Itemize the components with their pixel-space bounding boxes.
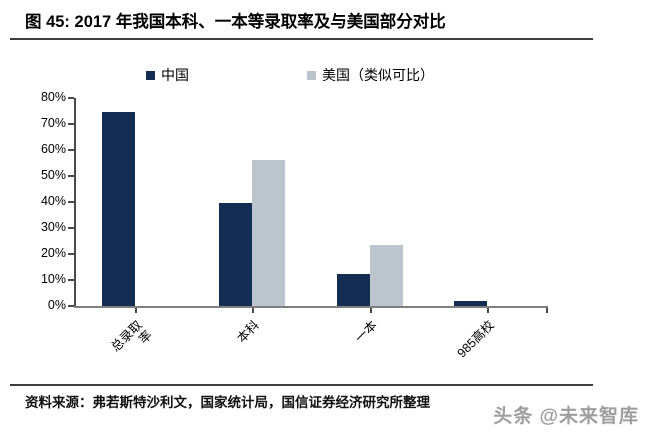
bar-us-category-1 [252, 160, 286, 306]
y-tick [68, 253, 74, 255]
x-tick [134, 308, 137, 313]
y-tick [68, 97, 74, 99]
bar-us-category-2 [369, 244, 403, 306]
footer-divider [10, 384, 593, 386]
y-tick [68, 201, 74, 203]
y-tick [68, 149, 74, 151]
y-tick [68, 227, 74, 229]
bar-china-category-1 [219, 203, 253, 306]
watermark: 头条 @未来智库 [493, 406, 639, 427]
figure-title: 图 45: 2017 年我国本科、一本等录取率及与美国部分对比 [25, 13, 446, 31]
y-axis-line [74, 98, 76, 306]
x-tick [369, 308, 372, 313]
x-tick [487, 308, 490, 313]
y-tick [68, 123, 74, 125]
bar-china-category-3 [454, 300, 488, 306]
legend-label-china: 中国 [161, 67, 189, 83]
y-tick [68, 305, 74, 307]
y-tick-label: 0% [47, 298, 66, 312]
y-tick-label: 80% [40, 90, 66, 104]
y-tick-label: 20% [40, 246, 66, 260]
legend-item-us: 美国（类似可比） [307, 67, 434, 83]
legend-label-us: 美国（类似可比） [322, 67, 434, 83]
y-tick-label: 50% [40, 168, 66, 182]
x-tick-end [546, 308, 548, 313]
y-tick-label: 60% [40, 142, 66, 156]
y-tick [68, 279, 74, 281]
x-tick [252, 308, 255, 313]
bar-china-category-0 [101, 112, 135, 306]
y-tick-label: 10% [40, 272, 66, 286]
bar-china-category-2 [336, 273, 370, 306]
x-axis-line [74, 306, 548, 308]
y-tick-label: 40% [40, 194, 66, 208]
legend-item-china: 中国 [146, 67, 189, 83]
title-divider [10, 38, 593, 40]
y-tick-label: 70% [40, 116, 66, 130]
y-tick-label: 30% [40, 220, 66, 234]
legend-swatch-china [146, 70, 155, 80]
legend-swatch-us [307, 70, 316, 80]
source-note: 资料来源：弗若斯特沙利文，国家统计局，国信证券经济研究所整理 [25, 395, 430, 410]
y-tick [68, 175, 74, 177]
